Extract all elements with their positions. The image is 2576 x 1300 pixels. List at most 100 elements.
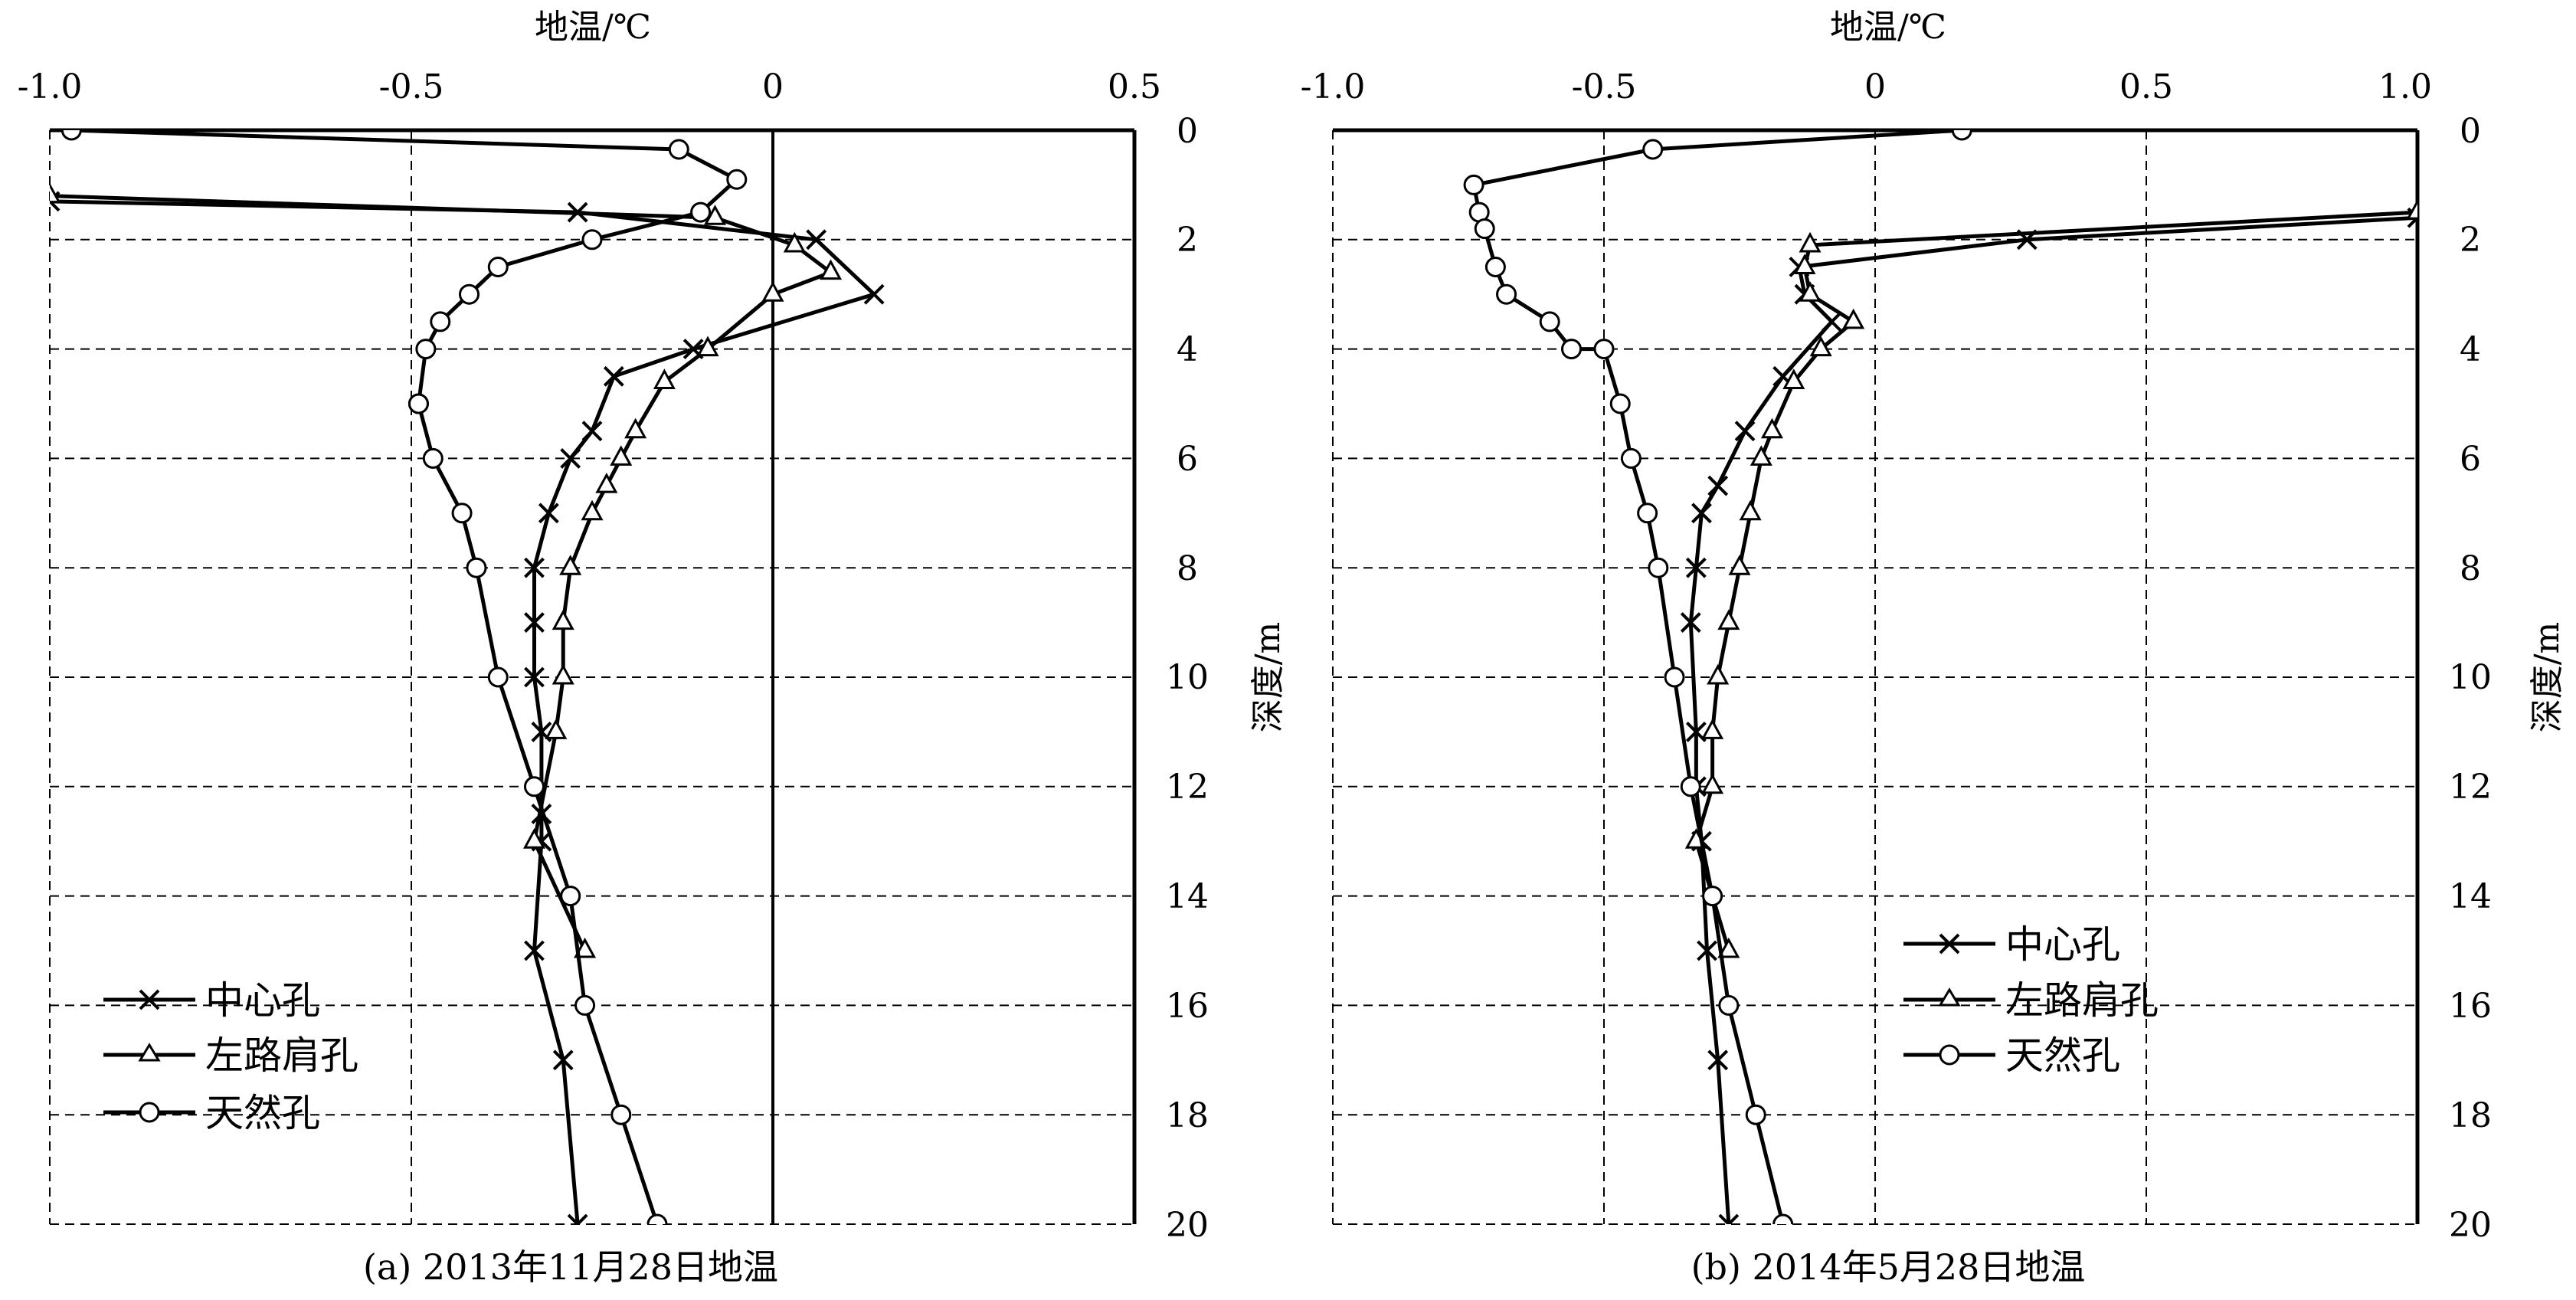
data-point-circle — [1664, 666, 1685, 688]
y-tick-label: 0 — [1177, 112, 1198, 151]
legend-triangle-marker — [138, 1043, 161, 1062]
data-point-x — [581, 421, 603, 442]
series-line-x — [50, 199, 876, 1224]
data-point-circle — [1718, 994, 1740, 1016]
data-point-x — [524, 940, 545, 961]
y-tick-label: 4 — [1177, 330, 1198, 369]
data-point-x — [552, 1049, 574, 1071]
data-point-circle — [690, 201, 712, 223]
plot-frame-b — [1333, 128, 2420, 1224]
y-tick-label: 2 — [2460, 221, 2481, 260]
data-point-triangle — [50, 182, 61, 204]
y-tick-label: 6 — [1177, 440, 1198, 479]
data-point-circle — [1648, 557, 1669, 578]
series-line-triangle — [1694, 210, 2417, 951]
y-tick-label: 20 — [1166, 1206, 1209, 1245]
data-point-circle — [61, 130, 82, 141]
legend-item: 中心孔 — [103, 978, 320, 1023]
data-point-circle — [726, 169, 748, 190]
x-axis-title-b: 地温/℃ — [1830, 8, 1946, 47]
data-point-circle — [1642, 139, 1664, 160]
data-point-x — [1697, 940, 1717, 961]
data-point-triangle — [1793, 254, 1816, 274]
data-point-x — [1691, 503, 1712, 524]
data-point-triangle — [1842, 308, 1865, 329]
legend-label: 左路肩孔 — [2005, 978, 2159, 1023]
data-point-triangle — [1728, 555, 1751, 575]
data-point-circle — [1772, 1213, 1794, 1224]
y-tick-label: 12 — [2449, 768, 2492, 807]
data-point-circle — [1609, 393, 1631, 414]
data-point-x — [560, 447, 581, 469]
data-point-circle — [560, 886, 581, 907]
data-point-triangle — [703, 205, 727, 225]
x-tick-label: 0.5 — [2119, 67, 2173, 106]
data-point-triangle — [1739, 499, 1762, 521]
data-point-triangle — [761, 281, 784, 302]
data-point-circle — [1620, 447, 1642, 469]
data-point-circle — [1745, 1104, 1766, 1125]
legend-item: 天然孔 — [103, 1091, 320, 1135]
data-point-circle — [1680, 776, 1701, 797]
data-point-x — [524, 557, 545, 578]
data-point-triangle — [1799, 231, 1822, 253]
legend-label: 天然孔 — [205, 1091, 320, 1135]
data-point-triangle — [1701, 773, 1724, 794]
data-point-circle — [1561, 339, 1583, 360]
data-point-circle — [1484, 257, 1506, 277]
data-point-x — [1707, 475, 1729, 496]
legend-item: 中心孔 — [1903, 922, 2120, 967]
data-point-triangle — [653, 368, 676, 389]
legend-b: 中心孔 左路肩孔 天然孔 — [1903, 922, 2159, 1078]
y-tick-label: 16 — [2449, 987, 2492, 1026]
x-tick-label: -1.0 — [18, 67, 83, 106]
legend-circle-marker — [139, 1102, 160, 1123]
chart-caption-b: (b) 2014年5月28日地温 — [1691, 1246, 2086, 1288]
data-point-x — [1707, 1049, 1729, 1071]
data-point-circle — [459, 283, 480, 305]
data-point-triangle — [696, 336, 719, 357]
data-point-triangle — [1717, 937, 1740, 958]
legend-label: 天然孔 — [2005, 1033, 2120, 1078]
data-point-x — [863, 283, 885, 305]
y-tick-label: 10 — [2449, 658, 2492, 697]
legend-circle-marker — [1939, 1044, 1960, 1066]
data-point-circle — [523, 776, 545, 797]
y-tick-label: 6 — [2460, 440, 2481, 479]
data-point-circle — [1637, 503, 1658, 524]
x-tick-label: -0.5 — [379, 67, 444, 106]
y-tick-label: 10 — [1166, 658, 1209, 697]
data-point-circle — [1463, 174, 1484, 195]
legend-x-marker — [1939, 933, 1960, 955]
x-tick-label: -0.5 — [1572, 67, 1637, 106]
data-point-x — [603, 365, 624, 387]
y-tick-label: 12 — [1166, 768, 1209, 807]
chart-caption-a: (a) 2013年11月28日地温 — [363, 1246, 778, 1288]
x-tick-label: 0 — [762, 67, 784, 106]
data-point-circle — [1702, 886, 1723, 907]
data-point-circle — [408, 393, 429, 414]
y-tick-label: 2 — [1177, 221, 1198, 260]
y-tick-label: 14 — [1166, 877, 1209, 916]
data-point-circle — [1951, 130, 1972, 141]
series-line-triangle — [50, 194, 833, 952]
data-point-circle — [430, 311, 451, 332]
y-tick-label: 20 — [2449, 1206, 2492, 1245]
legend-item: 天然孔 — [1903, 1033, 2120, 1078]
data-point-x — [806, 229, 827, 251]
legend-triangle-marker — [1938, 987, 1961, 1007]
data-point-triangle — [1717, 609, 1740, 630]
plot-frame-a — [50, 128, 1137, 1224]
x-tick-labels-b: -1.0 -0.5 0 0.5 1.0 — [1301, 67, 2432, 106]
legend-item: 左路肩孔 — [1903, 978, 2159, 1023]
data-point-x — [567, 1213, 588, 1224]
y-tick-label: 18 — [2449, 1096, 2492, 1135]
data-point-x — [538, 503, 559, 524]
x-tick-label: 0.5 — [1108, 67, 1161, 106]
data-point-triangle — [1799, 281, 1822, 302]
data-point-x — [1718, 1213, 1740, 1224]
data-point-triangle — [545, 719, 568, 739]
data-point-circle — [610, 1104, 632, 1125]
data-point-triangle — [1701, 719, 1724, 739]
